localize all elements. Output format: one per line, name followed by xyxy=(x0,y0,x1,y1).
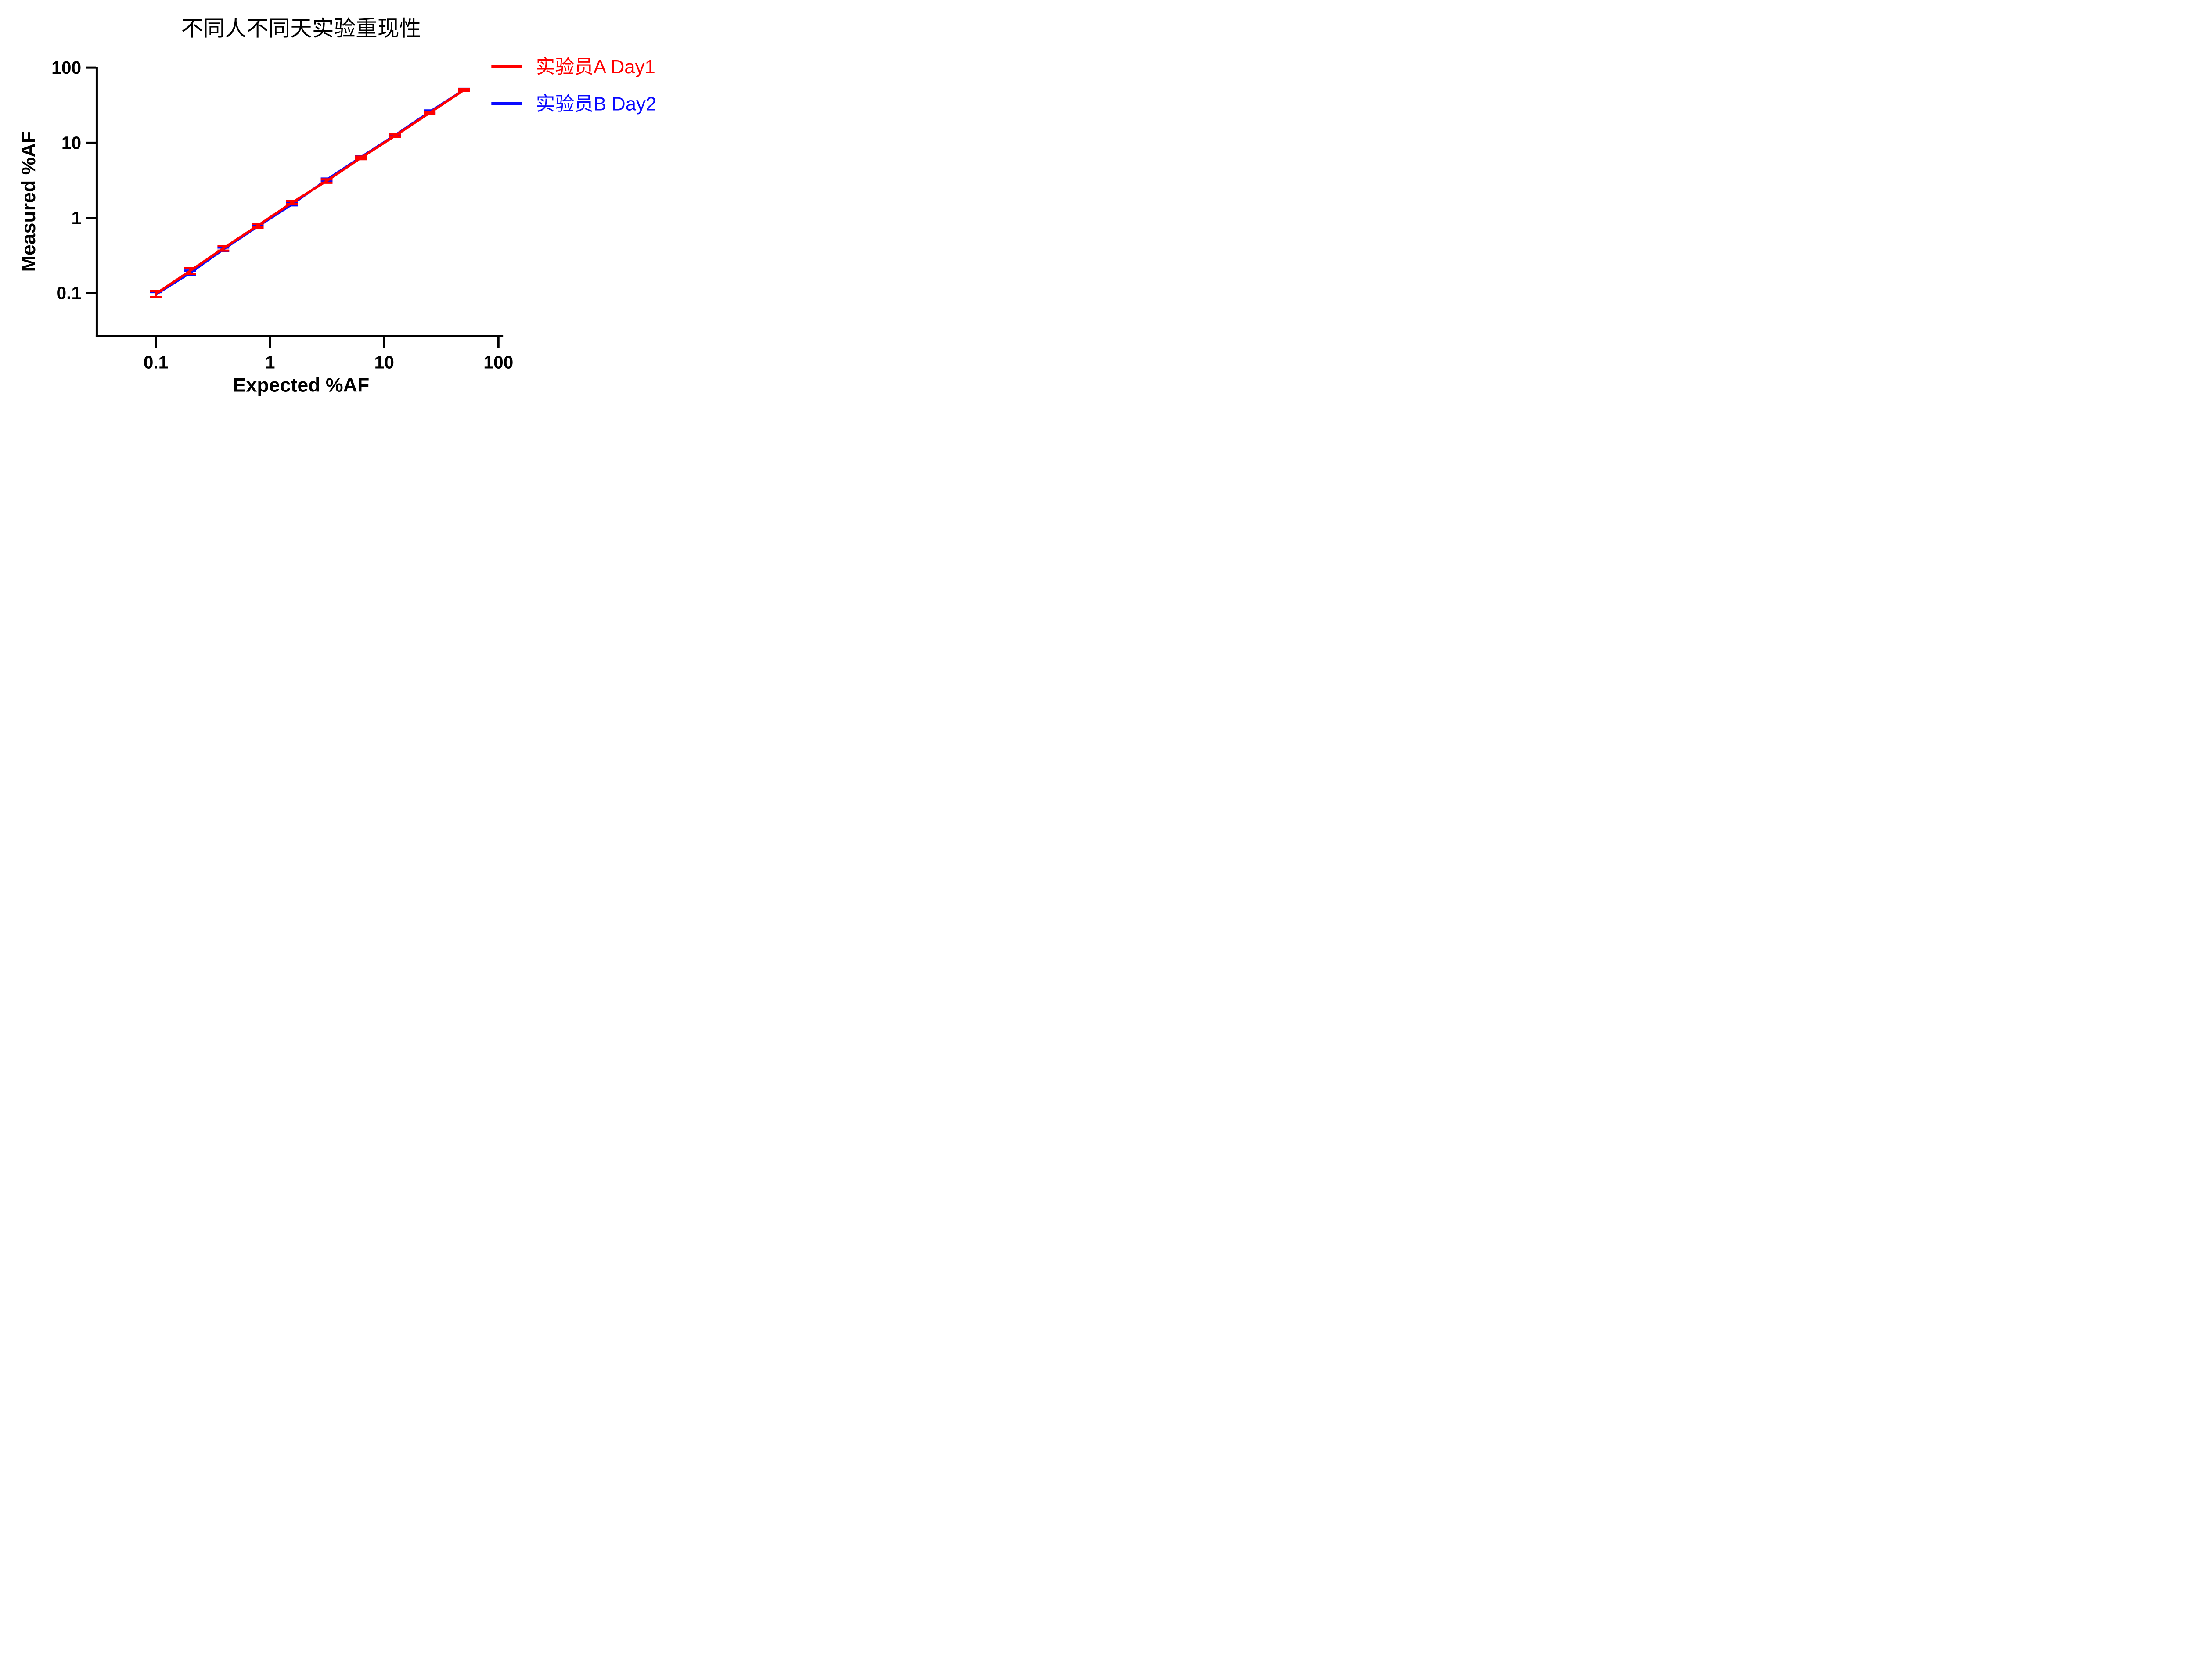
plot-svg: 不同人不同天实验重现性 0.1 1 10 100 Measured %AF 0.1 1 1… xyxy=(18,16,656,396)
x-tick-label: 1 xyxy=(265,352,275,373)
y-tick-label: 100 xyxy=(51,57,81,78)
y-tick-label: 0.1 xyxy=(57,283,82,303)
figure-canvas: 不同人不同天实验重现性 0.1 1 10 100 Measured %AF 0.1 1 1… xyxy=(0,0,674,420)
series-layer xyxy=(150,87,470,298)
x-axis-title: Expected %AF xyxy=(233,374,370,396)
legend-label-day2: 实验员B Day2 xyxy=(536,93,657,115)
x-tick-label: 10 xyxy=(374,352,394,373)
y-axis-title: Measured %AF xyxy=(18,131,40,272)
legend-label-day1: 实验员A Day1 xyxy=(536,56,655,78)
y-tick-label: 10 xyxy=(61,133,81,153)
y-axis-line xyxy=(95,67,98,337)
y-axis-ticks xyxy=(86,66,96,294)
x-axis-line xyxy=(95,335,504,337)
x-axis: 0.1 1 10 100 Expected %AF xyxy=(95,335,514,396)
legend-item: 实验员B Day2 xyxy=(491,93,656,115)
y-axis-tick-labels: 0.1 1 10 100 xyxy=(51,57,81,303)
x-axis-ticks xyxy=(155,337,500,348)
x-tick-label: 0.1 xyxy=(144,352,169,373)
series-实验员A Day1 xyxy=(150,88,470,298)
legend-item: 实验员A Day1 xyxy=(491,56,655,78)
series-line xyxy=(155,89,465,295)
y-axis: 0.1 1 10 100 Measured %AF xyxy=(18,57,98,337)
x-axis-tick-labels: 0.1 1 10 100 xyxy=(144,352,514,373)
legend: 实验员A Day1 实验员B Day2 xyxy=(491,56,656,115)
chart-title: 不同人不同天实验重现性 xyxy=(181,16,421,40)
x-tick-label: 100 xyxy=(483,352,513,373)
y-tick-label: 1 xyxy=(71,208,81,228)
